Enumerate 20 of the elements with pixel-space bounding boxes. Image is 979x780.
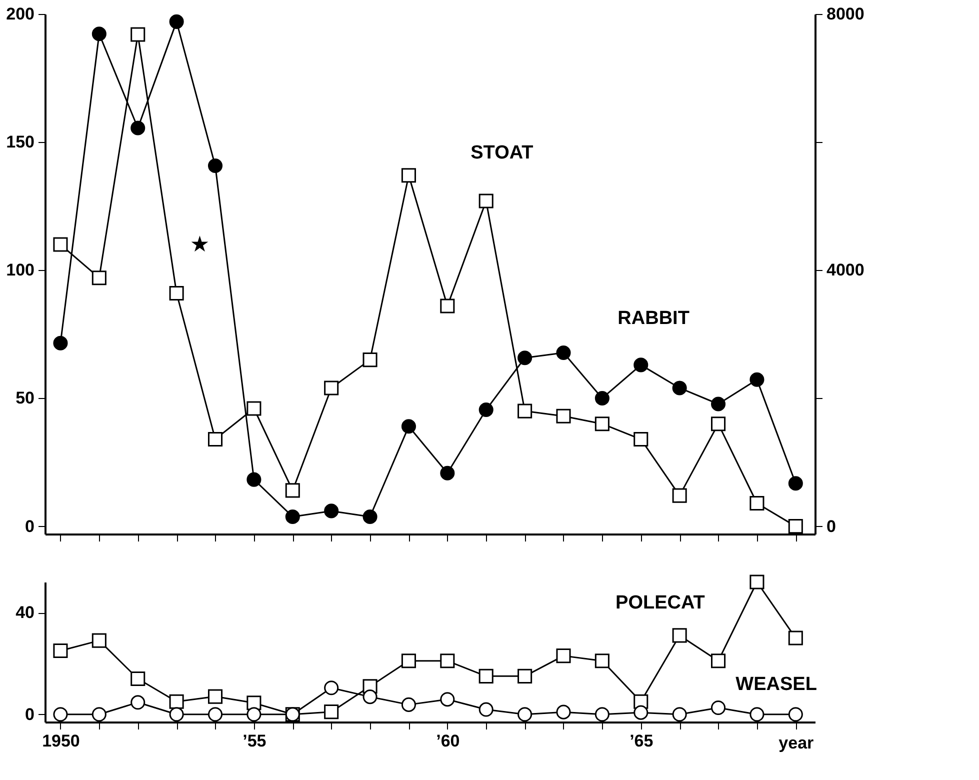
annotation: ★ (190, 232, 210, 258)
y-tick-label: 0 (25, 516, 34, 536)
y-tick-label: 0 (25, 704, 34, 724)
y-tick-label: 100 (6, 260, 34, 280)
x-tick-label: ’55 (242, 732, 266, 750)
y2-tick-label: 4000 (826, 260, 864, 280)
y2-tick-label: 8000 (826, 4, 864, 24)
x-tick-label: ’65 (630, 732, 654, 750)
series-label: STOAT (470, 142, 534, 164)
series-label: RABBIT (618, 308, 690, 330)
y-tick-label: 40 (16, 603, 34, 622)
y2-tick-label: 0 (826, 516, 836, 536)
x-tick-label: ’60 (436, 732, 460, 750)
y-tick-label: 200 (6, 4, 34, 24)
y-tick-label: 150 (6, 132, 34, 152)
x-tick-label: 1950 (42, 732, 80, 750)
x-axis-title: year (778, 734, 814, 752)
series-label: WEASEL (736, 674, 818, 695)
y-tick-label: 50 (16, 388, 34, 408)
series-label: POLECAT (616, 592, 706, 614)
